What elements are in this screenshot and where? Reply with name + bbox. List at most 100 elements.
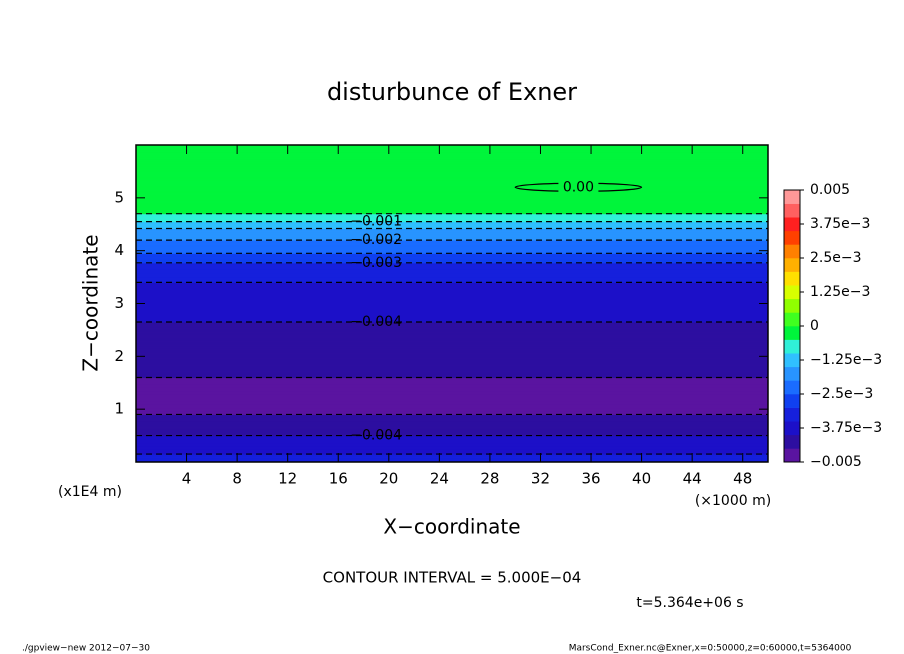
contour-band — [136, 344, 768, 347]
contour-band — [136, 377, 768, 379]
contour-band — [136, 245, 768, 247]
contour-label: −0.004 — [350, 314, 402, 330]
contour-band — [136, 164, 768, 167]
colorbar-cell — [784, 230, 800, 245]
contour-band — [136, 379, 768, 381]
x-tick-label: 20 — [379, 470, 398, 488]
colorbar-cell — [784, 448, 800, 463]
colorbar-cell — [784, 258, 800, 272]
colorbar-tick-label: 0 — [810, 318, 819, 334]
x-axis-title: X−coordinate — [383, 515, 520, 539]
contour-band — [136, 185, 768, 188]
contour-band — [136, 409, 768, 412]
contour-band — [136, 429, 768, 431]
contour-band — [136, 271, 768, 274]
contour-band — [136, 207, 768, 209]
contour-band — [136, 359, 768, 362]
contour-band — [136, 189, 768, 192]
contour-band — [136, 363, 768, 366]
contour-band — [136, 340, 768, 343]
contour-band — [136, 372, 768, 375]
contour-band — [136, 241, 768, 243]
contour-band — [136, 412, 768, 414]
colorbar-cell — [784, 203, 800, 218]
contour-band — [136, 382, 768, 385]
contour-band — [136, 396, 768, 398]
contour-band — [136, 287, 768, 290]
contour-band — [136, 411, 768, 413]
contour-band — [136, 347, 768, 349]
contour-band — [136, 366, 768, 369]
contour-band — [136, 196, 768, 198]
colorbar-tick-label: −1.25e−3 — [810, 352, 882, 368]
contour-band — [136, 365, 768, 368]
contour-band — [136, 417, 768, 419]
y-tick-label: 5 — [114, 188, 124, 206]
contour-band — [136, 394, 768, 396]
contour-band — [136, 361, 768, 364]
contour-band — [136, 449, 768, 451]
contour-band — [136, 410, 768, 412]
x-tick-label: 32 — [531, 470, 550, 488]
contour-band — [136, 313, 768, 316]
contour-band — [136, 349, 768, 352]
contour-band — [136, 270, 768, 273]
contour-band — [136, 444, 768, 447]
contour-band — [136, 310, 768, 313]
colorbar-cell — [784, 244, 800, 259]
contour-band — [136, 192, 768, 195]
contour-band — [136, 270, 768, 272]
contour-band — [136, 204, 768, 207]
contour-band — [136, 395, 768, 398]
contour-band — [136, 157, 768, 160]
contour-band — [136, 452, 768, 454]
contour-band — [136, 440, 768, 443]
contour-band — [136, 241, 768, 243]
contour-band — [136, 353, 768, 356]
contour-band — [136, 417, 768, 420]
contour-band — [136, 383, 768, 385]
contour-band — [136, 343, 768, 345]
y-tick-label: 3 — [114, 294, 124, 312]
contour-band — [136, 278, 768, 280]
contour-band — [136, 401, 768, 403]
contour-band — [136, 422, 768, 424]
contour-band — [136, 451, 768, 454]
contour-band — [136, 145, 768, 148]
contour-band — [136, 437, 768, 440]
contour-band — [136, 305, 768, 308]
x-tick-label: 40 — [632, 470, 651, 488]
contour-band — [136, 351, 768, 353]
colorbar-tick-label: 2.5e−3 — [810, 250, 862, 266]
contour-band — [136, 150, 768, 153]
contour-band — [136, 146, 768, 150]
contour-band — [136, 210, 768, 212]
contour-band — [136, 264, 768, 266]
contour-band — [136, 385, 768, 387]
contour-band — [136, 405, 768, 407]
contour-band — [136, 153, 768, 157]
contour-band — [136, 297, 768, 300]
contour-band — [136, 379, 768, 382]
y-axis-title: Z−coordinate — [79, 234, 103, 371]
contour-band — [136, 265, 768, 267]
colorbar-tick-label: −3.75e−3 — [810, 420, 882, 436]
contour-band — [136, 333, 768, 336]
colorbar-cell — [784, 285, 800, 300]
contour-band — [136, 242, 768, 244]
contour-band — [136, 436, 768, 438]
contour-band — [136, 438, 768, 440]
colorbar-cell — [784, 394, 800, 408]
contour-band — [136, 428, 768, 430]
contour-band — [136, 293, 768, 297]
contour-band — [136, 245, 768, 247]
contour-band — [136, 388, 768, 390]
contour-band — [136, 266, 768, 268]
x-axis-unit: (×1000 m) — [695, 493, 771, 509]
contour-band — [136, 387, 768, 389]
contour-band — [136, 244, 768, 246]
contour-band — [136, 183, 768, 187]
contour-band — [136, 247, 768, 249]
contour-band — [136, 444, 768, 446]
contour-band — [136, 243, 768, 246]
